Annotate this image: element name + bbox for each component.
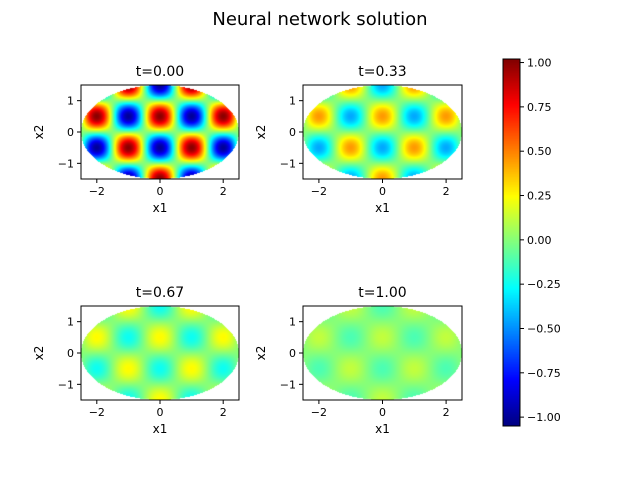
y-tick-label: −1: [58, 157, 74, 170]
x-tick-label: 0: [157, 185, 164, 198]
subplot: t=0.33 −2 0 2 −1 0 1 x1 x2: [254, 64, 463, 215]
subplot: t=0.67 −2 0 2 −1 0 1 x1 x2: [32, 285, 240, 436]
x-tick-label: −2: [311, 406, 327, 419]
colorbar-ticks: 1.00 0.75 0.50 0.25 0.00 −0.25 −0.50 −0.75 −1.00: [520, 57, 561, 424]
y-tick-label: 0: [289, 126, 296, 139]
x-axis-label: x1: [375, 201, 390, 215]
x-axis-label: x1: [153, 201, 168, 215]
y-tick-label: 0: [67, 126, 74, 139]
panel-title: t=0.33: [358, 64, 406, 80]
x-tick-label: −2: [89, 185, 105, 198]
x-tick-label: −2: [311, 185, 327, 198]
colorbar-gradient: [503, 59, 520, 426]
colorbar-tick-label: 0.25: [527, 190, 552, 203]
x-tick-label: 2: [443, 406, 450, 419]
y-tick-label: −1: [58, 378, 74, 391]
y-tick-label: 1: [67, 95, 74, 108]
y-tick-label: 0: [67, 347, 74, 360]
colorbar-frame: [502, 58, 521, 427]
x-axis-label: x1: [375, 422, 390, 436]
colorbar-tick-label: −0.50: [527, 322, 561, 335]
x-tick-label: 2: [220, 185, 227, 198]
panel-title: t=1.00: [358, 285, 406, 301]
x-tick-label: 2: [220, 406, 227, 419]
colorbar-tick-label: 0.50: [527, 145, 552, 158]
figure-title: Neural network solution: [212, 9, 427, 30]
x-tick-label: 0: [379, 406, 386, 419]
y-tick-label: 1: [289, 95, 296, 108]
subplot: t=1.00 −2 0 2 −1 0 1 x1 x2: [254, 285, 463, 436]
x-tick-label: 0: [379, 185, 386, 198]
colorbar-tick-label: 1.00: [527, 57, 552, 70]
heatmap-image: [303, 306, 462, 400]
y-axis-label: x2: [32, 125, 46, 140]
x-axis-label: x1: [153, 422, 168, 436]
heatmap-image: [303, 85, 462, 179]
heatmap-image: [81, 85, 239, 179]
y-tick-label: 1: [67, 316, 74, 329]
y-tick-label: 0: [289, 347, 296, 360]
colorbar-tick-label: −1.00: [527, 411, 561, 424]
y-tick-label: −1: [280, 157, 296, 170]
x-tick-label: −2: [89, 406, 105, 419]
y-axis-label: x2: [254, 125, 268, 140]
y-tick-label: −1: [280, 378, 296, 391]
x-tick-label: 0: [157, 406, 164, 419]
x-tick-label: 2: [443, 185, 450, 198]
colorbar-tick-label: −0.25: [527, 278, 561, 291]
panel-title: t=0.00: [136, 64, 184, 80]
y-axis-label: x2: [32, 346, 46, 361]
colorbar-tick-label: −0.75: [527, 367, 561, 380]
heatmap-image: [81, 306, 239, 400]
y-tick-label: 1: [289, 316, 296, 329]
subplot: t=0.00 −2 0 2 −1 0 1 x1 x2: [32, 64, 240, 215]
y-axis-label: x2: [254, 346, 268, 361]
colorbar-tick-label: 0.00: [527, 234, 552, 247]
panel-title: t=0.67: [136, 285, 184, 301]
colorbar: 1.00 0.75 0.50 0.25 0.00 −0.25 −0.50 −0.75 −1.00: [502, 57, 561, 427]
colorbar-tick-label: 0.75: [527, 101, 552, 114]
